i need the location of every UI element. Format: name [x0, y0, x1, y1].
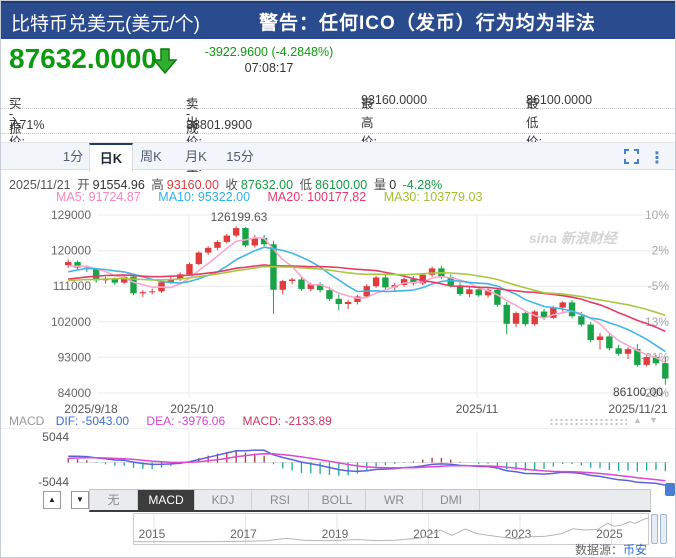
ohlc-close: 87632.00 [240, 178, 294, 192]
candlestick-chart[interactable]: 129000 10% 120000 2% 111000 -5% 102000 -13% 9300… [1, 206, 676, 421]
macd-dea-value: DEA: -3976.06 [146, 414, 226, 428]
macd-legend: MACD DIF: -5043.00 DEA: -3976.06 MACD: -… [9, 414, 332, 428]
ohlc-high: 93160.00 [166, 178, 219, 192]
macd-hist-value: MACD: -2133.89 [242, 414, 332, 428]
macd-panel-label: MACD [9, 414, 45, 428]
source-link[interactable]: 币安 [622, 543, 647, 557]
ico-warning-text: 警告：任何ICO（发币）行为均为非法 [259, 13, 596, 34]
panel-collapse-down-icon[interactable]: ▼ [649, 415, 658, 425]
candle-series [65, 226, 669, 385]
ma5-line [68, 236, 666, 364]
svg-text:2025/10: 2025/10 [170, 402, 214, 416]
ohlc-volume: 0 [389, 178, 397, 192]
price-change: -3922.9600 (-4.2848%) [204, 45, 334, 59]
ma5-value: MA5: 91724.87 [56, 190, 141, 204]
tab-1min[interactable]: 1分 [62, 149, 84, 164]
grid: 129000 10% 120000 2% 111000 -5% 102000 -13% 9300… [51, 208, 669, 400]
ma-legend: MA5: 91724.87 MA10: 95322.00 MA20: 10017… [56, 190, 496, 204]
timeline-navigator[interactable]: 2015 2017 2019 2021 2023 2025 [133, 513, 649, 545]
price-down-arrow-icon [151, 47, 179, 75]
period-tab-bar: 1分 日K 周K 月K 15分 ⋮ [1, 142, 675, 172]
svg-text:2025: 2025 [596, 527, 623, 541]
svg-text:-13%: -13% [641, 315, 669, 329]
scale-down-button[interactable]: ▼ [71, 491, 89, 509]
svg-text:2015: 2015 [139, 527, 166, 541]
quote-fields-row2: 振幅:7.71% 成交量:38801.9900 [1, 108, 675, 174]
svg-text:86100.00: 86100.00 [613, 385, 663, 399]
navigator-handle-right[interactable] [660, 514, 667, 544]
svg-text:2025/11/21: 2025/11/21 [608, 402, 667, 416]
svg-text:sina 新浪财经: sina 新浪财经 [529, 230, 619, 246]
ma30-line [68, 265, 666, 317]
indicator-tab-boll[interactable]: BOLL [309, 490, 366, 510]
macd-chart[interactable]: 5044 -5044 [1, 428, 676, 489]
ohlc-date: 2025/11/21 [9, 178, 71, 192]
tab-daily-k[interactable]: 日K [89, 143, 133, 172]
header-bar: 比特币兑美元(美元/个) 警告：任何ICO（发币）行为均为非法 [1, 1, 675, 39]
more-menu-icon[interactable]: ⋮ [649, 150, 665, 167]
ma20-line [68, 264, 666, 333]
ma30-value: MA30: 103779.03 [383, 190, 483, 204]
fullscreen-icon[interactable] [624, 149, 639, 164]
quote-fields-row1: 买入价:-- 卖出价:-- 最高价:93160.0000 最低价:86100.0… [1, 83, 675, 149]
scroll-corner-widget[interactable] [665, 483, 675, 496]
svg-text:2025/9/18: 2025/9/18 [64, 402, 118, 416]
svg-text:126199.63: 126199.63 [211, 210, 268, 224]
indicator-strip: ▲ ▼ 无 MACD KDJ RSI BOLL WR DMI [1, 489, 675, 513]
indicator-tab-rsi[interactable]: RSI [252, 490, 309, 510]
indicator-tab-bar: 无 MACD KDJ RSI BOLL WR DMI [89, 489, 651, 512]
indicator-tab-dmi[interactable]: DMI [423, 490, 480, 510]
quote-time: 07:08:17 [244, 61, 294, 75]
tab-weekly-k[interactable]: 周K [140, 149, 162, 164]
ohlc-pct-change: -4.28% [402, 178, 443, 192]
ma10-value: MA10: 95322.00 [158, 190, 251, 204]
svg-text:2025/11: 2025/11 [456, 402, 499, 416]
ma10-line [68, 246, 666, 353]
panel-collapse-up-icon[interactable]: ▲ [633, 415, 642, 425]
ohlc-readout: 2025/11/21 开 91554.96 高 93160.00 收 87632.00… [9, 178, 443, 192]
dea-line [68, 452, 666, 482]
svg-text:2017: 2017 [230, 527, 257, 541]
source-label: 数据源： [574, 543, 623, 557]
scale-up-button[interactable]: ▲ [43, 491, 61, 509]
indicator-tab-macd[interactable]: MACD [138, 490, 195, 510]
svg-text:-5044: -5044 [38, 475, 69, 489]
macd-dif-value: DIF: -5043.00 [55, 414, 130, 428]
price-change-block: -3922.9600 (-4.2848%) 07:08:17 [189, 45, 349, 75]
indicator-tab-wr[interactable]: WR [366, 490, 423, 510]
tab-monthly-k[interactable]: 月K [185, 149, 207, 164]
instrument-title: 比特币兑美元(美元/个) [11, 14, 200, 35]
svg-text:10%: 10% [645, 208, 669, 222]
history-sparkline [134, 517, 648, 543]
data-source-note: 数据源：币安 [574, 541, 647, 557]
ma20-value: MA20: 100177.82 [267, 190, 367, 204]
indicator-tab-kdj[interactable]: KDJ [195, 490, 252, 510]
svg-text:5044: 5044 [42, 430, 69, 444]
tab-15min[interactable]: 15分 [226, 149, 254, 164]
svg-text:-5%: -5% [648, 279, 670, 293]
svg-text:129000: 129000 [51, 208, 91, 222]
svg-text:2%: 2% [652, 244, 670, 258]
svg-text:120000: 120000 [51, 244, 91, 258]
svg-text:111000: 111000 [53, 279, 92, 293]
indicator-tab-none[interactable]: 无 [90, 490, 138, 510]
last-price: 87632.0000 [9, 43, 157, 74]
ohlc-low: 86100.00 [315, 178, 368, 192]
svg-text:84000: 84000 [58, 386, 92, 400]
svg-text:2019: 2019 [322, 527, 349, 541]
ohlc-open: 91554.96 [92, 178, 145, 192]
panel-resize-handle[interactable] [549, 418, 627, 426]
svg-text:93000: 93000 [58, 350, 92, 364]
svg-text:102000: 102000 [51, 315, 91, 329]
navigator-handle-left[interactable] [651, 514, 658, 544]
svg-text:-28%: -28% [641, 386, 669, 400]
